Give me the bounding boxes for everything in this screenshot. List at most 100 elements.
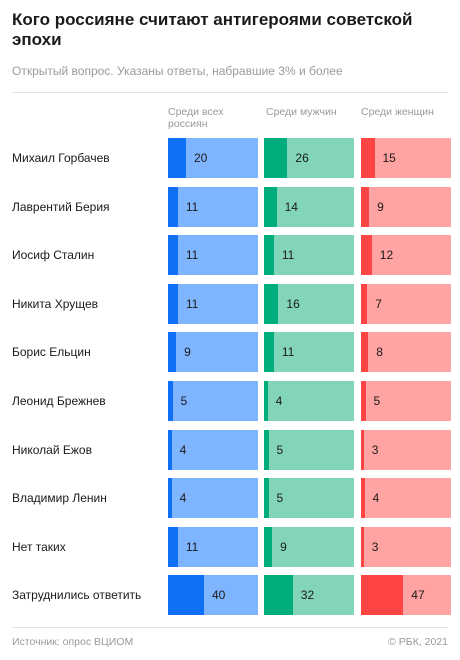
data-label-men: 4 — [275, 394, 283, 408]
bar-fill-women — [361, 283, 368, 324]
data-label-men: 16 — [286, 296, 300, 311]
data-label-men: 14 — [284, 199, 298, 214]
bar-women: 9 — [361, 186, 451, 227]
footer-divider — [12, 627, 448, 628]
bar-fill-all — [168, 186, 178, 227]
bar-women: 15 — [361, 138, 451, 178]
data-label-women: 5 — [373, 394, 381, 408]
bar-fill-all — [168, 429, 172, 470]
bar-fill-women — [361, 478, 365, 519]
data-label-men: 5 — [276, 442, 284, 457]
bar-fill-all — [168, 526, 178, 567]
data-label-women: 8 — [376, 345, 383, 360]
data-label-women: 7 — [375, 296, 382, 311]
data-label-women: 12 — [379, 248, 394, 263]
bar-fill-men — [264, 429, 269, 470]
bar-women: 8 — [361, 332, 451, 373]
data-label-all: 11 — [185, 248, 199, 263]
bar-all: 4 — [168, 429, 258, 470]
bar-fill-all — [168, 575, 204, 616]
bar-fill-all — [168, 138, 186, 178]
bar-fill-men — [264, 526, 273, 567]
bar-fill-men — [264, 478, 269, 519]
data-label-all: 20 — [194, 151, 208, 165]
bar-fill-women — [361, 526, 364, 567]
row-label: Затруднились ответить — [12, 588, 142, 603]
row-label: Лаврентий Берия — [12, 199, 110, 214]
data-label-all: 4 — [179, 491, 187, 506]
bar-fill-women — [361, 186, 370, 227]
bar-fill-women — [361, 429, 364, 470]
bar-fill-women — [361, 332, 369, 373]
bar-men: 5 — [264, 478, 354, 519]
bar-men: 32 — [264, 575, 354, 616]
data-label-men: 11 — [281, 345, 295, 360]
bar-women: 5 — [361, 381, 451, 421]
bar-fill-men — [264, 381, 268, 421]
bar-women: 12 — [361, 235, 451, 276]
data-label-all: 5 — [180, 394, 188, 408]
bar-fill-men — [264, 575, 293, 616]
bar-men: 11 — [264, 235, 354, 276]
bar-men: 4 — [264, 381, 354, 421]
bar-all: 9 — [168, 332, 258, 373]
row-label: Иосиф Сталин — [12, 248, 95, 263]
bar-men: 11 — [264, 332, 354, 373]
bar-men: 26 — [264, 138, 354, 178]
bar-fill-all — [168, 381, 173, 421]
bar-women: 47 — [361, 575, 451, 616]
chart-title: Кого россияне считают антигероями советс… — [12, 10, 413, 49]
row-label: Владимир Ленин — [12, 491, 107, 506]
data-label-men: 5 — [276, 491, 284, 506]
bar-fill-women — [361, 138, 375, 178]
bar-fill-men — [264, 186, 277, 227]
data-label-men: 11 — [281, 248, 295, 263]
bar-all: 11 — [168, 526, 258, 567]
bar-women: 4 — [361, 478, 451, 519]
data-label-all: 4 — [179, 442, 187, 457]
bar-fill-men — [264, 283, 279, 324]
bar-all: 11 — [168, 283, 258, 324]
bar-all: 11 — [168, 186, 258, 227]
bar-all: 4 — [168, 478, 258, 519]
bar-men: 14 — [264, 186, 354, 227]
row-label: Никита Хрущев — [12, 296, 99, 311]
bar-fill-men — [264, 332, 274, 373]
bar-fill-all — [168, 283, 178, 324]
data-label-women: 47 — [411, 588, 425, 603]
row-label: Нет таких — [12, 539, 66, 554]
data-label-women: 9 — [377, 199, 384, 214]
column-header-women: Среди женщин — [361, 106, 434, 118]
bar-fill-women — [361, 381, 366, 421]
bar-men: 16 — [264, 283, 354, 324]
bar-all: 5 — [168, 381, 258, 421]
bar-fill-men — [264, 138, 288, 178]
column-header-all: Среди всех россиян — [168, 106, 224, 130]
data-label-all: 11 — [185, 539, 199, 554]
row-label: Борис Ельцин — [12, 345, 91, 360]
data-label-all: 40 — [212, 588, 226, 603]
header-divider — [12, 92, 448, 93]
data-label-men: 9 — [280, 539, 287, 554]
bar-all: 20 — [168, 138, 258, 178]
data-label-women: 4 — [372, 491, 380, 506]
bar-all: 40 — [168, 575, 258, 616]
row-label: Николай Ежов — [12, 442, 92, 457]
data-label-all: 11 — [185, 199, 199, 214]
bar-fill-all — [168, 235, 178, 276]
data-label-women: 3 — [371, 442, 379, 457]
data-label-men: 32 — [300, 588, 315, 603]
row-label: Михаил Горбачев — [12, 151, 110, 165]
bar-fill-women — [361, 235, 372, 276]
data-label-women: 3 — [371, 539, 379, 554]
column-header-men: Среди мужчин — [266, 106, 337, 118]
bar-men: 5 — [264, 429, 354, 470]
bar-fill-men — [264, 235, 274, 276]
chart-subtitle: Открытый вопрос. Указаны ответы, набравш… — [12, 64, 343, 78]
bar-men: 9 — [264, 526, 354, 567]
source-note: Источник: опрос ВЦИОМ — [12, 636, 134, 648]
data-label-all: 11 — [185, 296, 199, 311]
data-label-women: 15 — [382, 151, 396, 165]
bar-all: 11 — [168, 235, 258, 276]
